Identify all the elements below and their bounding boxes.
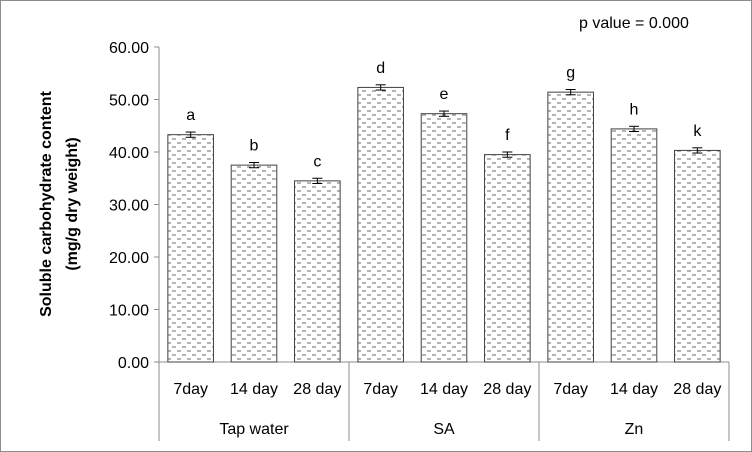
bar [420, 113, 468, 363]
bar [674, 149, 721, 363]
bar [294, 180, 341, 363]
bar-letter-label: e [440, 86, 449, 103]
x-tick-label: 14 day [230, 381, 278, 398]
y-axis-title-line: (mg/g dry weight) [64, 137, 81, 270]
bar-letter-label: f [505, 127, 510, 144]
group-label: SA [433, 421, 455, 438]
x-tick-label: 14 day [610, 381, 658, 398]
y-tick-label: 40.00 [109, 145, 149, 162]
bar-letter-label: b [250, 138, 259, 155]
x-tick-label: 7day [173, 381, 208, 398]
x-tick-label: 28 day [293, 381, 341, 398]
bar [230, 164, 278, 363]
bar [167, 134, 214, 363]
y-tick-label: 10.00 [109, 303, 149, 320]
x-tick-label: 7day [553, 381, 588, 398]
y-tick-label: 50.00 [109, 93, 149, 110]
bar [547, 91, 594, 363]
bar-letter-label: c [313, 153, 321, 170]
y-tick-label: 20.00 [109, 250, 149, 267]
bar [484, 154, 531, 363]
bars: a b c d e f g h k [167, 60, 721, 363]
y-axis-label: Soluble carbohydrate content (mg/g dry we… [38, 90, 81, 316]
bar-letter-label: d [376, 60, 385, 77]
bar-letter-label: h [630, 101, 639, 118]
y-tick-label: 60.00 [109, 40, 149, 57]
bar [610, 128, 658, 363]
y-tick-label: 30.00 [109, 198, 149, 215]
x-tick-label: 28 day [483, 381, 531, 398]
bar-letter-label: g [566, 65, 575, 82]
x-axis: 7day 14 day 28 day Tap water 7day 14 day 28 da… [158, 362, 730, 441]
group-label: Zn [625, 421, 644, 438]
x-tick-label: 14 day [420, 381, 468, 398]
x-tick-label: 7day [363, 381, 398, 398]
group-label: Tap water [219, 421, 289, 438]
p-value-annotation: p value = 0.000 [579, 15, 689, 32]
x-tick-label: 28 day [673, 381, 721, 398]
bar [357, 86, 404, 363]
bar-letter-label: a [186, 107, 195, 124]
bar-letter-label: k [693, 123, 702, 140]
y-axis-title-line: Soluble carbohydrate content [38, 90, 55, 316]
y-tick-label: 0.00 [118, 355, 149, 372]
